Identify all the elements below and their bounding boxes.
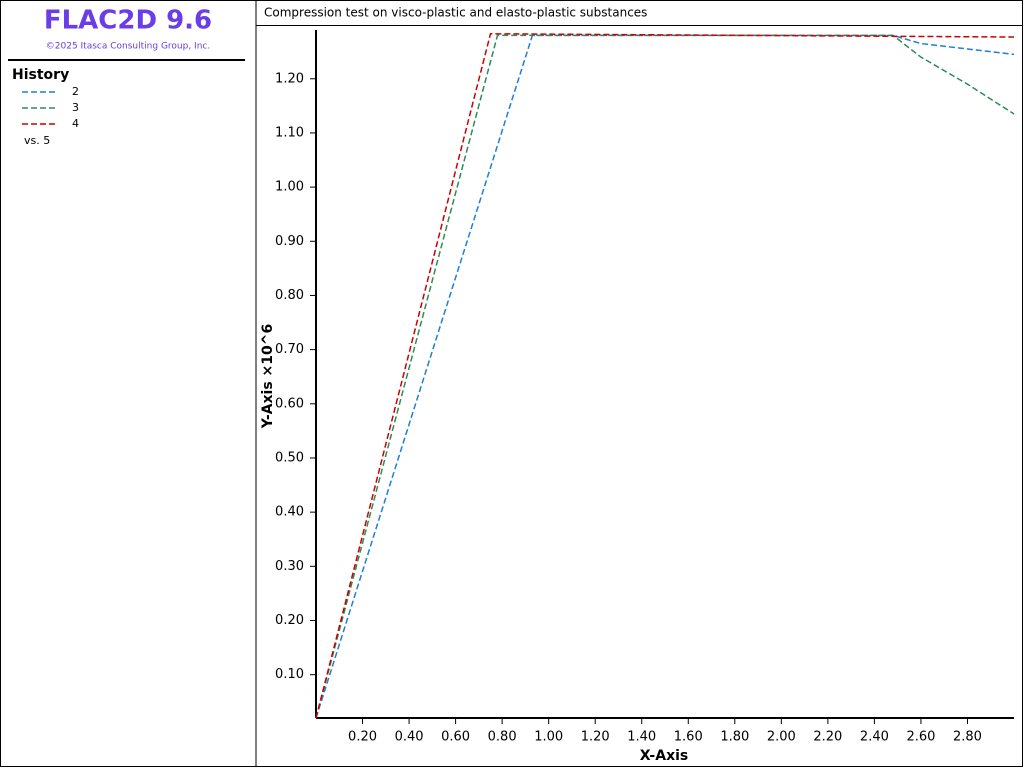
y-tick-label: 0.50 bbox=[275, 450, 304, 465]
series-line bbox=[315, 34, 1015, 719]
y-axis-label: Y-Axis ×10^6 bbox=[260, 324, 276, 429]
x-tick-label: 2.80 bbox=[953, 730, 982, 745]
x-tick-label: 0.20 bbox=[348, 730, 377, 745]
legend-title: History bbox=[12, 67, 69, 83]
y-tick-label: 0.80 bbox=[275, 288, 304, 303]
x-note: vs. 5 bbox=[24, 134, 50, 147]
legend-label: 4 bbox=[72, 117, 79, 130]
series-line bbox=[315, 34, 1015, 719]
x-tick-label: 2.00 bbox=[767, 730, 796, 745]
x-tick-label: 1.80 bbox=[720, 730, 749, 745]
x-tick-label: 0.40 bbox=[395, 730, 424, 745]
y-tick-label: 1.20 bbox=[275, 71, 304, 86]
y-tick-label: 0.20 bbox=[275, 613, 304, 628]
x-tick-label: 2.60 bbox=[906, 730, 935, 745]
y-tick-label: 0.10 bbox=[275, 667, 304, 682]
legend-label: 3 bbox=[72, 101, 79, 114]
y-tick-label: 1.10 bbox=[275, 125, 304, 140]
chart-title: Compression test on visco-plastic and el… bbox=[264, 6, 647, 20]
y-tick-label: 0.40 bbox=[275, 505, 304, 520]
copyright: ©2025 Itasca Consulting Group, Inc. bbox=[46, 42, 210, 52]
x-tick-label: 1.20 bbox=[581, 730, 610, 745]
series-line bbox=[315, 33, 1015, 719]
x-tick-label: 0.60 bbox=[441, 730, 470, 745]
y-tick-label: 0.90 bbox=[275, 234, 304, 249]
y-tick-label: 1.00 bbox=[275, 180, 304, 195]
y-tick-label: 0.70 bbox=[275, 342, 304, 357]
y-tick-label: 0.30 bbox=[275, 559, 304, 574]
y-tick-label: 0.60 bbox=[275, 396, 304, 411]
legend-label: 2 bbox=[72, 85, 79, 98]
x-tick-label: 1.00 bbox=[534, 730, 563, 745]
x-axis-label: X-Axis bbox=[640, 748, 688, 764]
x-tick-label: 2.40 bbox=[860, 730, 889, 745]
app-title: FLAC2D 9.6 bbox=[44, 6, 212, 36]
x-tick-label: 2.20 bbox=[813, 730, 842, 745]
x-tick-label: 0.80 bbox=[488, 730, 517, 745]
x-tick-label: 1.60 bbox=[674, 730, 703, 745]
x-tick-label: 1.40 bbox=[627, 730, 656, 745]
